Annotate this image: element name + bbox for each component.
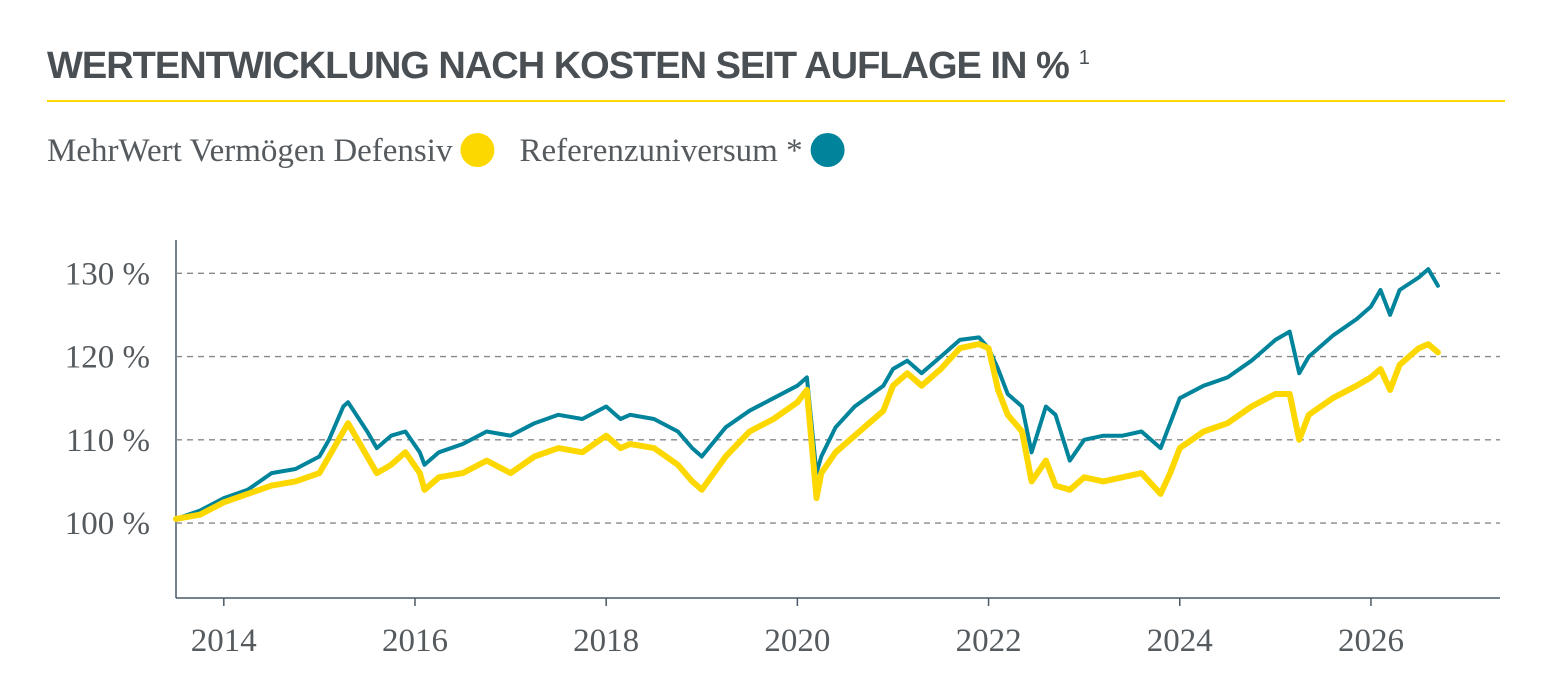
legend-marker (460, 133, 495, 167)
x-tick-label: 2014 (191, 623, 257, 659)
series-line (173, 341, 1441, 522)
legend-label: MehrWert Vermögen Defensiv (47, 133, 453, 169)
series-line (174, 267, 1440, 521)
x-tick-label: 2020 (764, 623, 830, 659)
y-tick-label: 110 % (66, 423, 150, 459)
y-tick-label: 120 % (65, 340, 150, 376)
x-tick-label: 2024 (1147, 623, 1213, 659)
x-tick-label: 2022 (956, 623, 1022, 659)
x-tick-label: 2018 (573, 623, 639, 659)
title-footnote: 1 (1079, 47, 1090, 69)
legend-label: Referenzuniversum * (519, 133, 802, 169)
chart-title: WERTENTWICKLUNG NACH KOSTEN SEIT AUFLAGE… (47, 45, 1069, 87)
x-tick-label: 2026 (1338, 623, 1404, 659)
y-tick-label: 100 % (65, 506, 150, 542)
x-tick-label: 2016 (382, 623, 448, 659)
legend-marker (810, 133, 845, 167)
y-tick-label: 130 % (65, 256, 150, 292)
